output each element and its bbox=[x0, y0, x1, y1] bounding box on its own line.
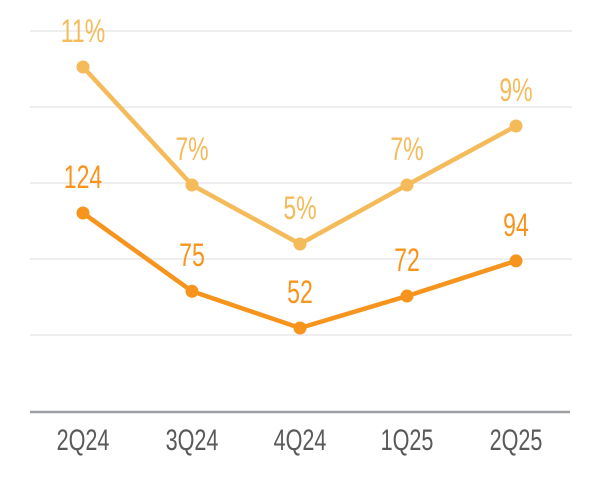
data-point-marker bbox=[400, 289, 414, 303]
data-point-marker bbox=[185, 284, 199, 298]
percent-series-line bbox=[80, 64, 519, 247]
gridlines bbox=[30, 30, 572, 336]
data-point-marker bbox=[293, 237, 307, 251]
data-point-marker bbox=[509, 254, 523, 268]
data-point-marker bbox=[76, 206, 90, 220]
data-point-marker bbox=[76, 60, 90, 74]
data-point-marker bbox=[400, 178, 414, 192]
percent-series bbox=[76, 60, 523, 251]
data-point-marker bbox=[293, 321, 307, 335]
data-point-marker bbox=[185, 178, 199, 192]
count-series bbox=[76, 206, 523, 335]
count-series-line bbox=[80, 210, 519, 331]
data-point-marker bbox=[509, 119, 523, 133]
